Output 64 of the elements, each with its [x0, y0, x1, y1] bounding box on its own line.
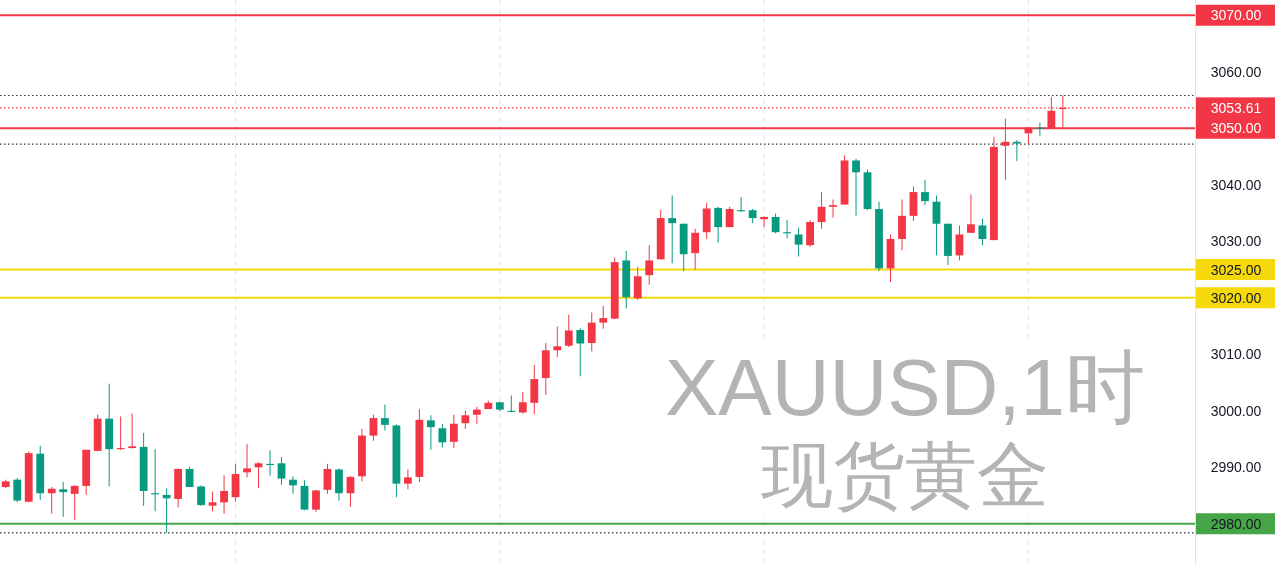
- candlestick: [599, 305, 608, 330]
- candlestick: [300, 479, 309, 511]
- candlestick: [852, 158, 860, 217]
- ref-line-label: 3053.61: [1210, 99, 1262, 116]
- candlestick: [404, 469, 412, 490]
- candlestick: [806, 219, 814, 248]
- candlestick: [47, 486, 56, 515]
- ref-line-label: 3025.00: [1210, 261, 1262, 278]
- candlestick: [794, 227, 803, 258]
- candlestick: [932, 194, 941, 256]
- candlestick: [576, 327, 585, 377]
- candlestick: [909, 185, 918, 222]
- candlestick: [518, 391, 527, 415]
- candlestick: [921, 179, 929, 206]
- candlestick: [633, 266, 642, 301]
- candlestick: [59, 481, 68, 518]
- candlestick: [128, 413, 137, 450]
- ref-line-label: 3070.00: [1210, 7, 1262, 24]
- y-tick-label: 3040.00: [1210, 176, 1262, 193]
- candlestick: [162, 487, 171, 534]
- candlestick: [564, 314, 573, 348]
- candlestick: [254, 461, 263, 489]
- candlestick: [702, 202, 711, 240]
- y-tick-label: 2990.00: [1210, 459, 1262, 476]
- candlestick: [449, 414, 458, 449]
- candlestick: [472, 406, 481, 425]
- candlestick: [461, 410, 470, 430]
- ref-line-label: 3050.00: [1210, 120, 1262, 137]
- candlestick: [197, 484, 205, 507]
- y-tick-label: 3030.00: [1210, 233, 1262, 250]
- y-tick-label: 3060.00: [1210, 63, 1262, 80]
- candlestick: [668, 194, 677, 264]
- ref-line-label: 2980.00: [1210, 515, 1262, 532]
- candlestick: [335, 467, 343, 502]
- candlestick: [277, 456, 286, 486]
- ref-line-label: 3020.00: [1210, 289, 1262, 306]
- candlestick: [208, 491, 217, 512]
- candlestick: [714, 206, 723, 243]
- candlestick: [955, 224, 964, 261]
- candlestick: [691, 228, 700, 271]
- candlestick: [967, 193, 975, 234]
- text: XAUUSD,1时: [664, 343, 1146, 432]
- candlestick: [771, 213, 780, 234]
- candlestick: [289, 475, 297, 495]
- candlestick: [898, 198, 906, 251]
- candlestick: [829, 198, 837, 219]
- candlestick: [220, 474, 228, 515]
- candlestick: [553, 326, 562, 358]
- candlestick: [369, 414, 378, 442]
- candlestick: [1012, 139, 1021, 162]
- candlestick: [438, 423, 447, 448]
- candlestick: [978, 218, 987, 246]
- candlestick: [530, 364, 539, 415]
- candlestick: [645, 244, 654, 286]
- candlestick: [323, 463, 332, 495]
- text: 现货黄金: [761, 433, 1049, 517]
- candlestick: [381, 404, 389, 432]
- candlestick: [70, 484, 79, 521]
- y-tick-label: 3000.00: [1210, 402, 1262, 419]
- candlestick: [243, 443, 251, 478]
- y-tick-label: 3010.00: [1210, 346, 1262, 363]
- candlestick: [426, 414, 435, 451]
- candlestick: [13, 477, 22, 503]
- candlestick: [587, 311, 596, 352]
